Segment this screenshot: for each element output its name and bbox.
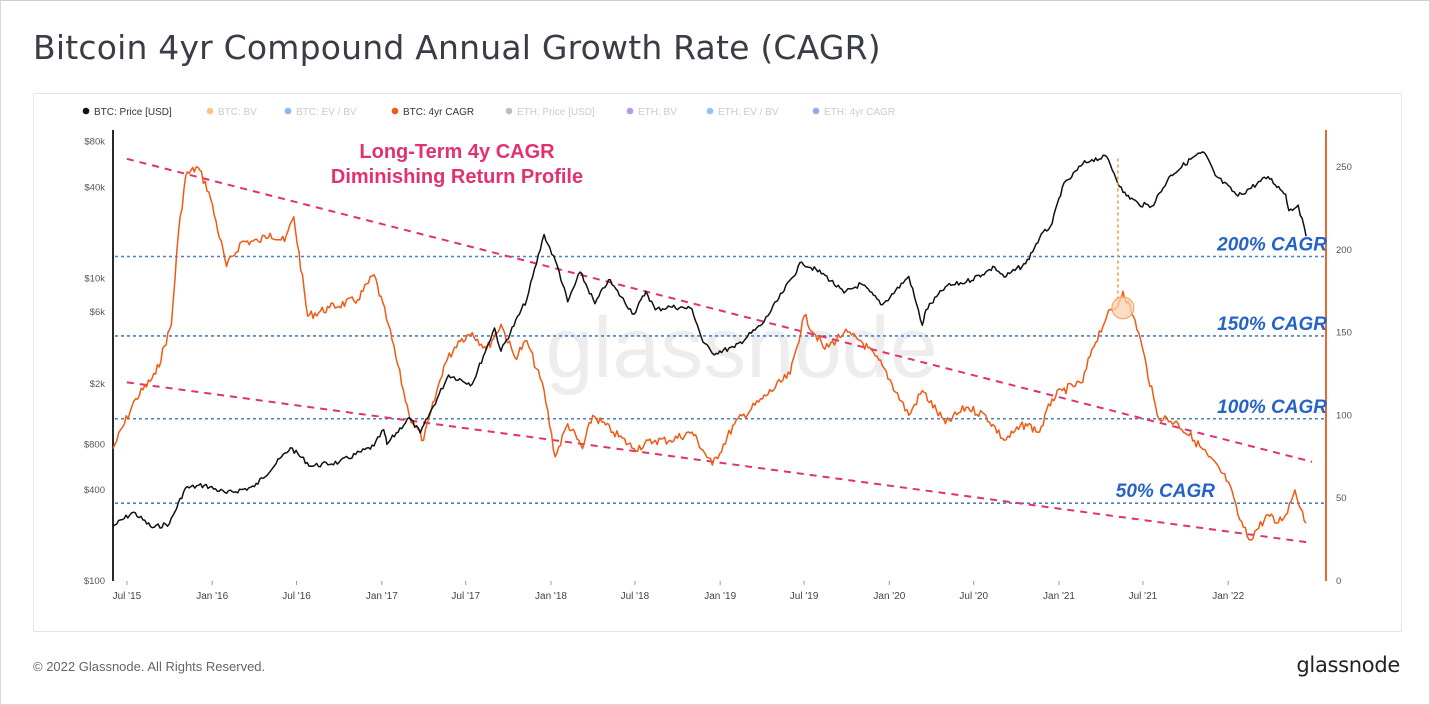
legend-dot-icon <box>812 107 820 115</box>
legend-dot-icon <box>284 107 292 115</box>
right-tick-label: 0 <box>1336 576 1341 587</box>
reference-label: 200% CAGR <box>1216 235 1327 256</box>
left-tick-label: $6k <box>90 307 106 318</box>
reference-label: 100% CAGR <box>1217 397 1327 418</box>
x-tick-label: Jan '21 <box>1043 591 1075 602</box>
legend-label: ETH: 4yr CAGR <box>824 107 895 118</box>
x-tick-label: Jul '18 <box>621 591 650 602</box>
x-tick-label: Jul '19 <box>790 591 819 602</box>
left-tick-label: $100 <box>84 576 105 587</box>
legend-item-2[interactable]: BTC: EV / BV <box>284 107 357 118</box>
legend-item-6[interactable]: ETH: EV / BV <box>706 107 779 118</box>
price-series-line <box>112 151 1307 529</box>
legend-label: BTC: BV <box>218 107 257 118</box>
cagr-chart: BTC: Price [USD] BTC: BV BTC: EV / BV BTC: … <box>82 107 1352 602</box>
x-tick-label: Jan '17 <box>366 591 398 602</box>
left-tick-label: $2k <box>90 379 106 390</box>
right-tick-label: 100 <box>1336 410 1352 421</box>
x-tick-label: Jan '19 <box>704 591 736 602</box>
watermark-text: glassnode <box>545 300 937 396</box>
left-tick-label: $800 <box>84 439 105 450</box>
left-tick-label: $80k <box>84 137 105 148</box>
right-tick-label: 250 <box>1336 162 1352 173</box>
legend-dot-icon <box>706 107 714 115</box>
legend-item-0[interactable]: BTC: Price [USD] <box>82 107 172 118</box>
legend-item-7[interactable]: ETH: 4yr CAGR <box>812 107 895 118</box>
trend-line <box>126 381 1313 544</box>
right-tick-label: 200 <box>1336 245 1352 256</box>
legend-label: ETH: EV / BV <box>718 107 779 118</box>
legend-item-4[interactable]: ETH: Price [USD] <box>505 107 595 118</box>
legend-item-1[interactable]: BTC: BV <box>206 107 258 118</box>
legend-dot-icon <box>206 107 214 115</box>
legend-dot-icon <box>82 107 90 115</box>
x-tick-label: Jul '20 <box>959 591 988 602</box>
x-tick-label: Jul '21 <box>1129 591 1158 602</box>
x-tick-label: Jul '15 <box>113 591 142 602</box>
reference-label: 150% CAGR <box>1217 314 1327 335</box>
x-tick-label: Jan '18 <box>535 591 567 602</box>
left-tick-label: $10k <box>84 273 105 284</box>
legend-dot-icon <box>626 107 634 115</box>
legend-dot-icon <box>391 107 399 115</box>
legend-label: BTC: EV / BV <box>296 107 357 118</box>
legend-item-3[interactable]: BTC: 4yr CAGR <box>391 107 474 118</box>
copyright-text: © 2022 Glassnode. All Rights Reserved. <box>33 659 266 674</box>
glassnode-logo: glassnode <box>1296 653 1400 677</box>
left-tick-label: $40k <box>84 182 105 193</box>
right-tick-label: 50 <box>1336 493 1347 504</box>
x-tick-label: Jul '17 <box>451 591 480 602</box>
x-tick-label: Jan '20 <box>873 591 905 602</box>
trend-line <box>126 157 1313 463</box>
x-tick-label: Jan '16 <box>196 591 228 602</box>
legend-label: BTC: Price [USD] <box>94 107 172 118</box>
legend-label: BTC: 4yr CAGR <box>403 107 474 118</box>
page-title: Bitcoin 4yr Compound Annual Growth Rate … <box>33 28 881 67</box>
annotation-text: Diminishing Return Profile <box>331 166 583 188</box>
legend-item-5[interactable]: ETH: BV <box>626 107 678 118</box>
reference-label: 50% CAGR <box>1116 481 1216 502</box>
cagr-series-line <box>112 166 1307 541</box>
left-tick-label: $400 <box>84 485 105 496</box>
legend-dot-icon <box>505 107 513 115</box>
legend-label: ETH: Price [USD] <box>517 107 595 118</box>
right-tick-label: 150 <box>1336 328 1352 339</box>
legend-label: ETH: BV <box>638 107 677 118</box>
x-tick-label: Jan '22 <box>1212 591 1244 602</box>
chart-panel: BTC: Price [USD] BTC: BV BTC: EV / BV BTC: … <box>33 93 1402 632</box>
x-tick-label: Jul '16 <box>282 591 311 602</box>
peak-marker-circle <box>1111 296 1135 320</box>
annotation-text: Long-Term 4y CAGR <box>359 141 555 163</box>
